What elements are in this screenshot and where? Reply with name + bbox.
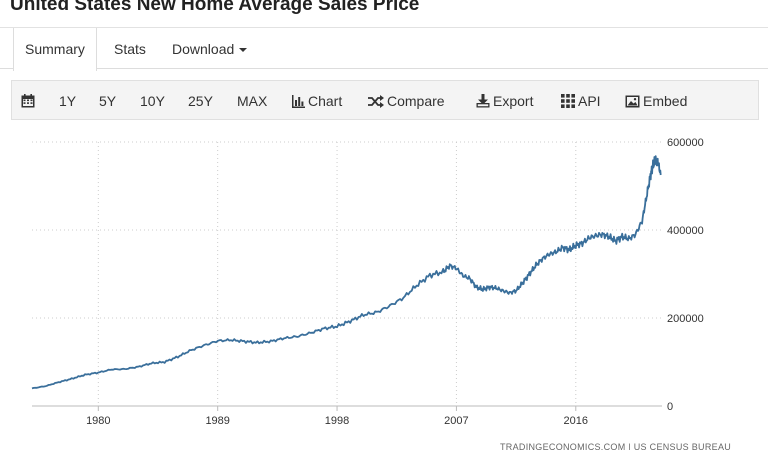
chart-toolbar: 1Y 5Y 10Y 25Y MAX Chart Compare Export A… bbox=[11, 80, 759, 120]
export-button[interactable]: Export bbox=[476, 81, 533, 121]
tab-stats[interactable]: Stats bbox=[114, 41, 146, 57]
x-tick-label: 2007 bbox=[444, 415, 468, 427]
chart-area: 600000 400000 200000 0 1980 1989 1998 2007 2016 bbox=[0, 120, 768, 450]
tab-summary[interactable]: Summary bbox=[13, 28, 97, 71]
embed-button[interactable]: Embed bbox=[625, 81, 687, 121]
chart-type-button[interactable]: Chart bbox=[292, 81, 342, 121]
compare-label: Compare bbox=[387, 93, 445, 109]
range-25y-button[interactable]: 25Y bbox=[188, 93, 213, 109]
grid-icon bbox=[561, 94, 575, 109]
range-max-button[interactable]: MAX bbox=[237, 93, 268, 109]
tab-download[interactable]: Download bbox=[172, 28, 248, 70]
y-tick-label: 0 bbox=[667, 401, 673, 413]
chart-type-label: Chart bbox=[308, 93, 343, 109]
range-10y-button[interactable]: 10Y bbox=[140, 93, 165, 109]
shuffle-icon bbox=[368, 94, 384, 108]
compare-button[interactable]: Compare bbox=[368, 81, 445, 121]
download-icon bbox=[476, 94, 490, 108]
range-5y-button[interactable]: 5Y bbox=[99, 93, 117, 109]
x-tick-label: 1989 bbox=[205, 415, 229, 427]
api-button[interactable]: API bbox=[561, 81, 601, 121]
calendar-button[interactable] bbox=[21, 81, 38, 121]
tab-bar: Summary Stats Download bbox=[0, 27, 768, 71]
series-line-0 bbox=[31, 155, 662, 390]
embed-label: Embed bbox=[643, 93, 688, 109]
image-icon bbox=[625, 95, 640, 108]
tab-download-label: Download bbox=[172, 41, 235, 57]
calendar-icon bbox=[21, 94, 35, 108]
x-tick-label: 1980 bbox=[86, 415, 110, 427]
caret-down-icon bbox=[239, 48, 248, 53]
range-1y-button[interactable]: 1Y bbox=[59, 93, 77, 109]
y-tick-label: 200000 bbox=[667, 313, 704, 325]
page-title: United States New Home Average Sales Pri… bbox=[10, 0, 420, 15]
line-chart: 600000 400000 200000 0 1980 1989 1998 2007 2016 bbox=[31, 137, 704, 427]
api-label: API bbox=[578, 93, 601, 109]
source-credit: TRADINGECONOMICS.COM | US CENSUS BUREAU bbox=[500, 442, 732, 450]
y-tick-label: 600000 bbox=[667, 137, 704, 149]
y-tick-label: 400000 bbox=[667, 225, 704, 237]
bar-chart-icon bbox=[292, 94, 305, 108]
x-tick-label: 2016 bbox=[564, 415, 588, 427]
export-label: Export bbox=[493, 93, 534, 109]
x-tick-label: 1998 bbox=[325, 415, 349, 427]
